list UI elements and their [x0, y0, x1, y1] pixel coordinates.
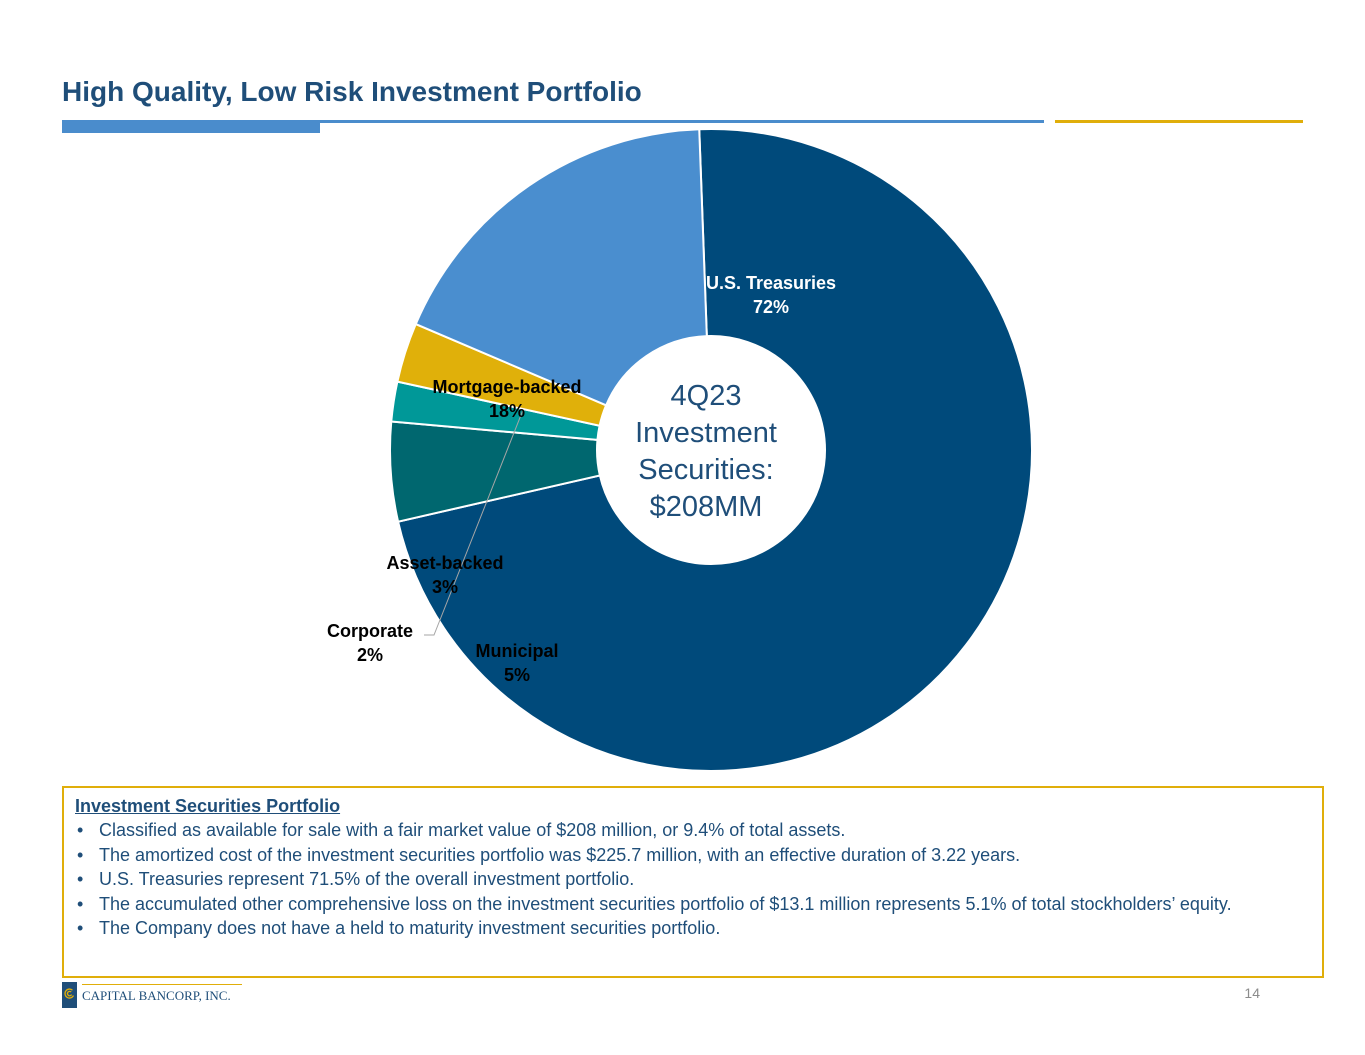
page-number: 14 — [1244, 985, 1260, 1001]
summary-list: Classified as available for sale with a … — [75, 818, 1311, 941]
summary-bullet: The Company does not have a held to matu… — [75, 916, 1311, 941]
slice-label: Asset-backed 3% — [386, 553, 503, 597]
title-underline-gold — [1055, 120, 1303, 123]
summary-bullet: The accumulated other comprehensive loss… — [75, 892, 1311, 917]
title-underline-accent — [62, 120, 320, 133]
slice-label: Mortgage-backed 18% — [432, 377, 581, 421]
slice-label: Corporate 2% — [327, 621, 413, 665]
summary-heading: Investment Securities Portfolio — [75, 796, 341, 816]
center-label-line: Investment — [635, 417, 777, 449]
logo-text: CAPITAL BANCORP, INC. — [82, 988, 231, 1003]
leader-line — [424, 376, 537, 636]
center-label-line: Securities: — [638, 454, 774, 486]
slice-mortgage-backed — [414, 128, 708, 407]
center-label-line: 4Q23 — [670, 380, 742, 412]
summary-bullet: Classified as available for sale with a … — [75, 818, 1311, 843]
summary-bullet: U.S. Treasuries represent 71.5% of the o… — [75, 867, 1311, 892]
title-underline — [62, 120, 1044, 123]
page-title: High Quality, Low Risk Investment Portfo… — [62, 76, 642, 107]
summary-box: Investment Securities Portfolio Classifi… — [62, 786, 1324, 978]
slice-label: U.S. Treasuries 72% — [706, 273, 836, 317]
slice-u-s-treasuries — [396, 128, 1033, 772]
chart-center-label: 4Q23 Investment Securities: $208MM — [598, 378, 814, 526]
logo-icon — [62, 982, 77, 1008]
slice-label: Municipal 5% — [475, 641, 558, 685]
summary-bullet: The amortized cost of the investment sec… — [75, 843, 1311, 868]
logo-rule — [82, 984, 242, 985]
donut-chart: U.S. Treasuries 72% Municipal 5% Corporate 2%… — [327, 128, 1033, 772]
center-label-line: $208MM — [649, 491, 763, 523]
